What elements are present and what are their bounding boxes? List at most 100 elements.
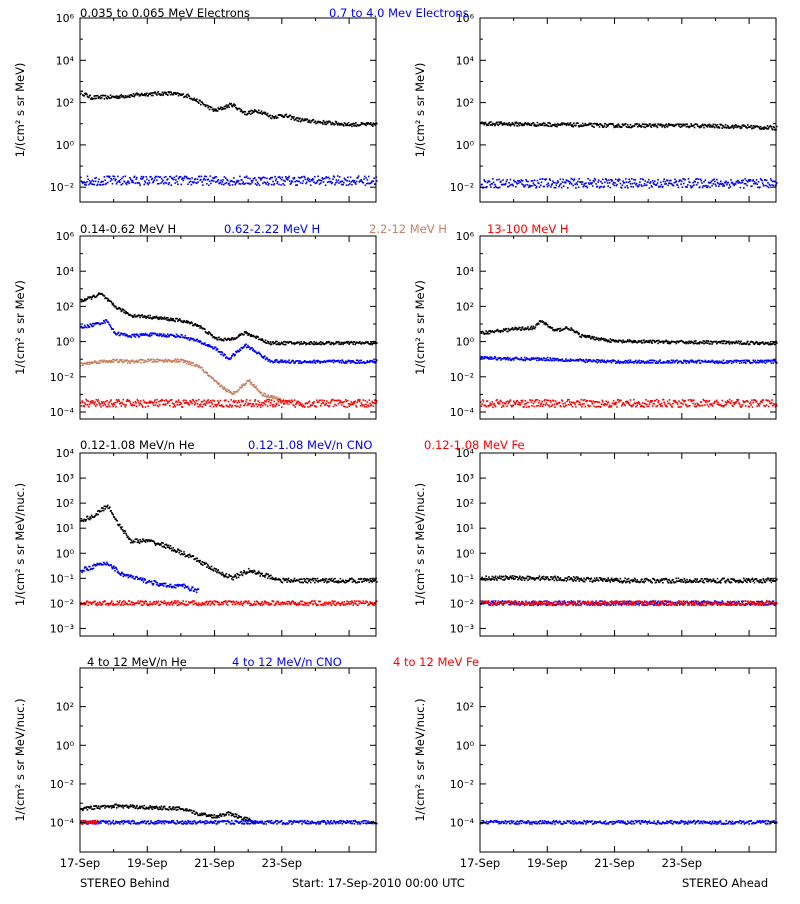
data-point [741,127,743,129]
data-point [558,186,560,188]
data-point [230,357,232,359]
data-point [569,183,571,185]
data-point [91,298,93,300]
data-point [177,401,179,403]
data-point [634,403,636,405]
data-point [509,357,511,359]
data-point [530,399,532,401]
data-point [165,403,167,405]
data-point [741,362,743,364]
data-point [739,126,741,128]
data-point [620,400,622,402]
data-point [582,404,584,406]
data-point [709,187,711,189]
data-point [228,182,230,184]
data-point [223,340,225,342]
data-point [669,399,671,401]
data-point [94,401,96,403]
data-point [732,125,734,127]
data-point [624,182,626,184]
data-point [512,405,514,407]
data-point [114,404,116,406]
data-point [209,402,211,404]
data-point [307,406,309,408]
data-point [244,384,246,386]
data-point [122,529,124,531]
data-point [712,405,714,407]
data-point [605,178,607,180]
data-point [303,180,305,182]
data-point [752,362,754,364]
data-point [341,362,343,364]
data-point [234,354,236,356]
data-point [102,507,104,509]
data-point [211,107,213,109]
data-point [702,342,704,344]
data-point [581,126,583,128]
y-tick-label: 10⁻⁴ [450,406,475,419]
data-point [124,97,126,99]
data-point [728,187,730,189]
data-point [653,124,655,126]
data-point [104,295,106,297]
data-point [265,340,267,342]
data-point [713,124,715,126]
data-point [333,362,335,364]
data-point [129,401,131,403]
data-point [679,124,681,126]
data-point [747,181,749,183]
data-point [278,405,280,407]
data-point [140,94,142,96]
data-point [354,403,356,405]
data-point [526,406,528,408]
data-point [296,184,298,186]
data-point [635,360,637,362]
data-point [157,361,159,363]
data-point [238,180,240,182]
data-point [559,402,561,404]
data-point [188,337,190,339]
data-point [642,342,644,344]
data-point [641,126,643,128]
data-point [181,402,183,404]
data-point [106,183,108,185]
data-point [267,341,269,343]
data-point [649,187,651,189]
data-point [222,387,224,389]
data-point [564,402,566,404]
data-point [567,122,569,124]
data-point [542,178,544,180]
data-point [257,406,259,408]
data-point [139,183,141,185]
data-point [539,186,541,188]
data-point [683,183,685,185]
data-point [648,125,650,127]
data-point [732,343,734,345]
data-point [246,176,248,178]
data-point [354,341,356,343]
data-point [568,181,570,183]
data-point [605,126,607,128]
data-point [116,399,118,401]
data-point [718,186,720,188]
data-point [84,402,86,404]
data-point [205,176,207,178]
data-point [684,400,686,402]
data-point [116,182,118,184]
data-point [103,510,105,512]
data-point [322,123,324,125]
data-point [338,343,340,345]
data-point [688,178,690,180]
data-point [592,403,594,405]
data-point [583,359,585,361]
data-point [667,185,669,187]
data-point [149,315,151,317]
data-point [655,362,657,364]
data-point [183,399,185,401]
data-point [744,178,746,180]
data-point [680,406,682,408]
data-point [769,185,771,187]
data-point [601,404,603,406]
data-point [220,400,222,402]
